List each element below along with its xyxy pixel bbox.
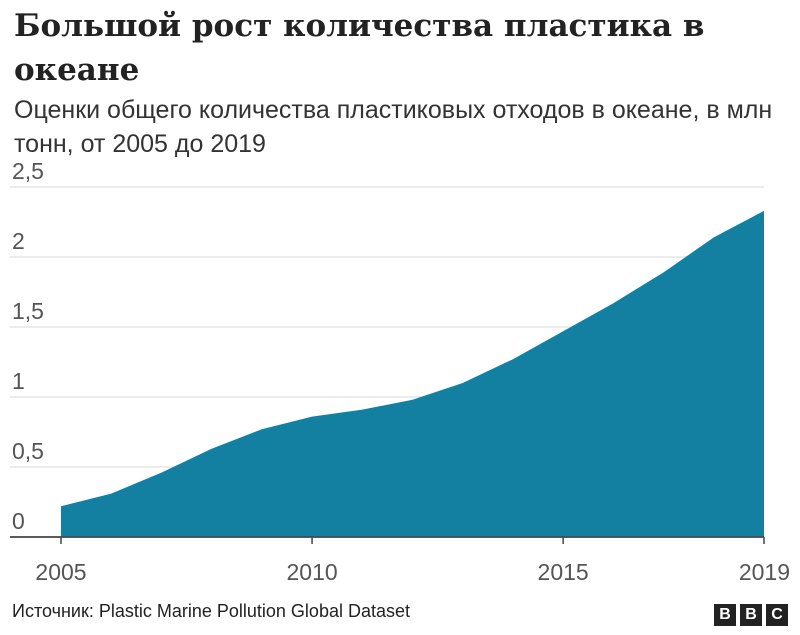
x-tick-label: 2005 — [35, 559, 86, 585]
y-tick-label: 2,5 — [12, 158, 44, 184]
x-tick-label: 2015 — [538, 559, 589, 585]
y-tick-label: 1,5 — [12, 298, 44, 324]
bbc-logo: B B C — [714, 604, 788, 626]
y-tick-label: 0 — [12, 508, 25, 534]
y-axis-ticks: 0 0,5 1 1,5 2 2,5 — [12, 158, 44, 534]
x-axis-ticks: 2005 2010 2015 2019 — [35, 537, 790, 585]
chart-title: Большой рост количества пластика в океан… — [14, 8, 705, 88]
source-note: Источник: Plastic Marine Pollution Globa… — [12, 601, 410, 621]
area-series — [61, 210, 764, 538]
logo-letter: B — [740, 604, 762, 626]
y-tick-label: 2 — [12, 228, 25, 254]
logo-letter: B — [714, 604, 736, 626]
x-tick-label: 2010 — [286, 559, 337, 585]
data-area — [10, 210, 764, 538]
x-tick-label: 2019 — [739, 559, 790, 585]
y-tick-label: 0,5 — [12, 438, 44, 464]
logo-letter: C — [766, 604, 788, 626]
chart-subtitle: Оценки общего количества пластиковых отх… — [14, 96, 773, 158]
y-tick-label: 1 — [12, 368, 25, 394]
